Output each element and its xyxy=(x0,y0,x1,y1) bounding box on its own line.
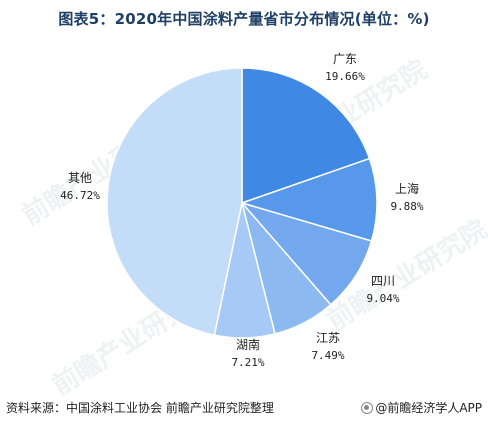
chart-title: 图表5：2020年中国涂料产量省市分布情况(单位：%) xyxy=(58,10,430,28)
slice-label: 上海 xyxy=(395,181,419,196)
slice-label: 其他 xyxy=(68,171,92,185)
pie-slice xyxy=(106,67,243,337)
slice-value-label: 7.49% xyxy=(311,349,344,362)
credit-text: @前瞻经济学人APP xyxy=(375,401,482,415)
slice-label: 湖南 xyxy=(236,337,260,352)
slice-value-label: 19.66% xyxy=(325,70,365,83)
pie-slice xyxy=(239,157,378,242)
slice-label: 江苏 xyxy=(316,331,340,345)
slice-value-label: 46.72% xyxy=(60,189,100,202)
credit: @前瞻经济学人APP xyxy=(361,399,482,416)
logo-icon xyxy=(361,402,374,414)
slice-value-label: 9.88% xyxy=(390,200,423,213)
slice-label: 四川 xyxy=(371,274,395,288)
slice-value-label: 7.21% xyxy=(231,356,264,369)
source-note: 资料来源：中国涂料工业协会 前瞻产业研究院整理 xyxy=(6,401,274,415)
slice-value-label: 9.04% xyxy=(366,292,399,305)
slice-label: 广东 xyxy=(333,52,357,66)
